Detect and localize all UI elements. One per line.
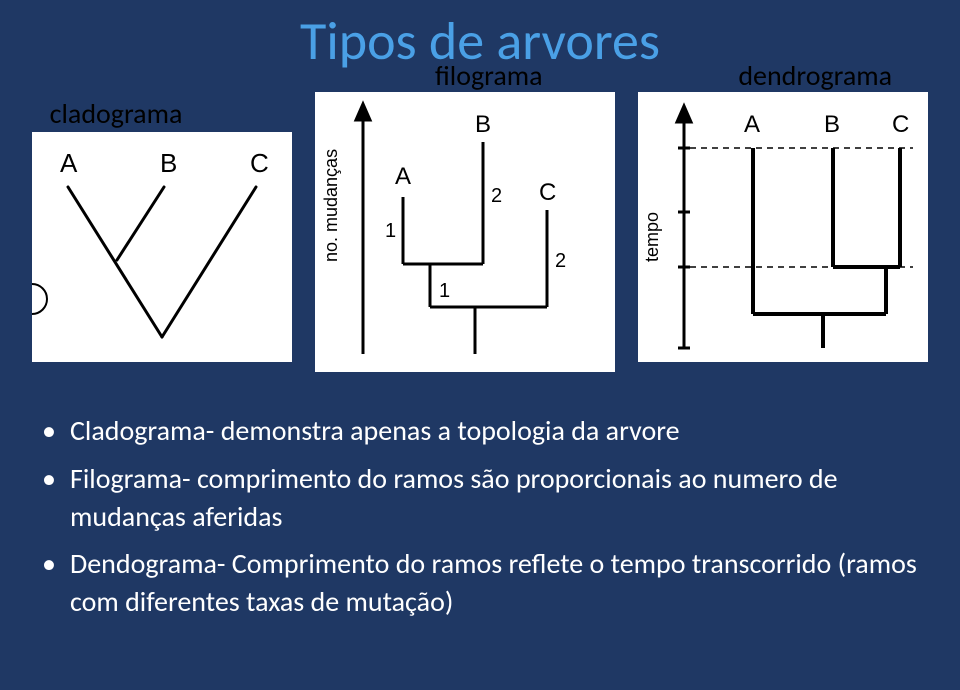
- clado-B: B: [160, 148, 177, 178]
- dendro-C: C: [892, 111, 909, 138]
- filo-len-A: 1: [385, 220, 396, 242]
- bullet-3: Dendograma- Comprimento do ramos reflete…: [70, 545, 920, 621]
- panel-cladograma: cladograma A B C: [32, 132, 292, 362]
- label-dendrograma: dendrograma: [738, 58, 892, 93]
- dendro-tree: [753, 148, 900, 348]
- label-filograma: filograma: [435, 58, 543, 93]
- bullet-2: Filograma- comprimento do ramos são prop…: [70, 460, 920, 536]
- dendro-axis: [677, 106, 691, 348]
- filo-A: A: [395, 163, 411, 190]
- filo-len-C: 2: [555, 250, 566, 272]
- clado-A: A: [60, 148, 78, 178]
- dendro-A: A: [744, 111, 760, 138]
- bullet-list: Cladograma- demonstra apenas a topologia…: [70, 412, 920, 621]
- clado-branch-C: [162, 187, 256, 337]
- dendro-axis-label: tempo: [642, 212, 662, 262]
- bullet-1: Cladograma- demonstra apenas a topologia…: [70, 412, 920, 450]
- dendro-B: B: [824, 111, 840, 138]
- cladogram-svg: A B C: [32, 132, 292, 362]
- filo-len-int: 1: [439, 280, 450, 302]
- clado-edge-circle: [32, 284, 47, 314]
- filo-tree: [403, 142, 547, 354]
- filo-len-B: 2: [491, 185, 502, 207]
- dendrogram-svg: tempo A B C: [638, 92, 928, 362]
- label-cladograma: cladograma: [50, 96, 183, 131]
- filo-C: C: [539, 179, 556, 206]
- diagram-row: cladograma A B C filograma: [0, 92, 960, 372]
- filo-B: B: [475, 111, 491, 138]
- filo-axis: [356, 104, 370, 354]
- clado-branch-B: [117, 187, 164, 260]
- panel-dendrograma: dendrograma tempo: [638, 92, 928, 362]
- filo-axis-label: no. mudanças: [321, 149, 341, 262]
- filogram-svg: no. mudanças A B C: [315, 92, 615, 372]
- panel-filograma: filograma no. mudanças: [315, 92, 615, 372]
- clado-C: C: [250, 148, 269, 178]
- dendro-dashed: [690, 148, 913, 267]
